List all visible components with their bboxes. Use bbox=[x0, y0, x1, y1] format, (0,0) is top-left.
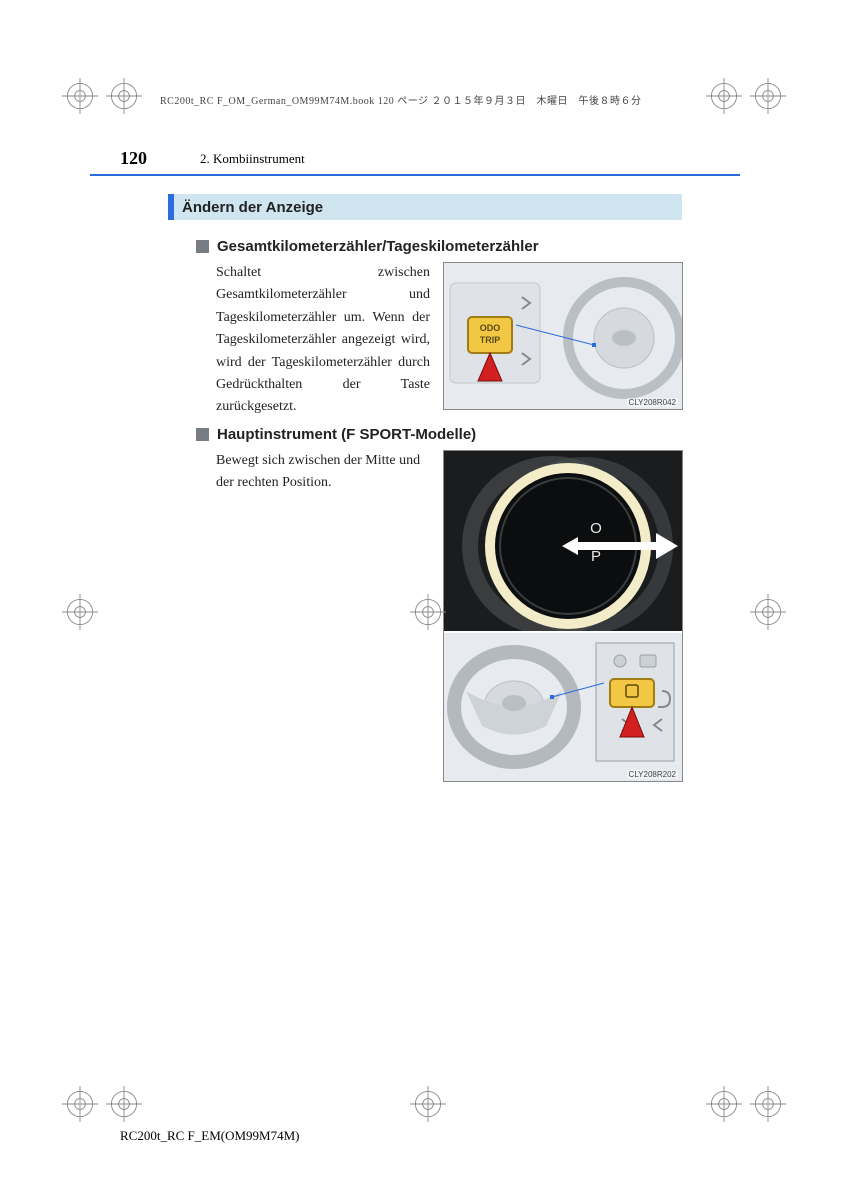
registration-mark-icon bbox=[106, 78, 142, 114]
registration-mark-icon bbox=[106, 1086, 142, 1122]
section-title: Ändern der Anzeige bbox=[168, 194, 682, 220]
header-rule bbox=[90, 174, 740, 176]
figure-fsport-gauge: O P bbox=[443, 450, 683, 782]
body-text-fsport: Bewegt sich zwischen der Mitte und der r… bbox=[216, 450, 430, 495]
registration-mark-icon bbox=[62, 594, 98, 630]
page: RC200t_RC F_OM_German_OM99M74M.book 120 … bbox=[0, 0, 848, 1200]
odo-trip-illustration: ODO TRIP bbox=[444, 263, 682, 409]
square-bullet-icon bbox=[196, 240, 209, 253]
figure-odo-trip: ODO TRIP CLY208R042 bbox=[443, 262, 683, 410]
registration-mark-icon bbox=[410, 1086, 446, 1122]
subsection-heading-label: Gesamtkilometerzähler/Tageskilometerzähl… bbox=[217, 238, 539, 255]
registration-mark-icon bbox=[706, 1086, 742, 1122]
figure-label: CLY208R202 bbox=[627, 770, 678, 779]
square-bullet-icon bbox=[196, 428, 209, 441]
section-title-label: Ändern der Anzeige bbox=[182, 199, 323, 216]
registration-mark-icon bbox=[62, 1086, 98, 1122]
body-text-odo: Schaltet zwischen Gesamtkilometerzähler … bbox=[216, 262, 430, 419]
fsport-illustration: O P bbox=[444, 451, 682, 781]
subsection-heading-fsport: Hauptinstrument (F SPORT-Modelle) bbox=[196, 426, 476, 443]
registration-mark-icon bbox=[750, 1086, 786, 1122]
figure-label: CLY208R042 bbox=[627, 398, 678, 407]
svg-text:O: O bbox=[590, 520, 602, 537]
registration-mark-icon bbox=[706, 78, 742, 114]
svg-text:TRIP: TRIP bbox=[480, 335, 501, 345]
registration-mark-icon bbox=[410, 594, 446, 630]
subsection-heading-odo: Gesamtkilometerzähler/Tageskilometerzähl… bbox=[196, 238, 539, 255]
page-number: 120 bbox=[120, 148, 147, 169]
subsection-heading-label: Hauptinstrument (F SPORT-Modelle) bbox=[217, 426, 476, 443]
svg-text:ODO: ODO bbox=[480, 323, 501, 333]
breadcrumb: 2. Kombiinstrument bbox=[200, 151, 305, 167]
registration-mark-icon bbox=[62, 78, 98, 114]
svg-text:P: P bbox=[591, 548, 601, 565]
footer-text: RC200t_RC F_EM(OM99M74M) bbox=[120, 1128, 300, 1144]
registration-mark-icon bbox=[750, 78, 786, 114]
registration-mark-icon bbox=[750, 594, 786, 630]
document-meta: RC200t_RC F_OM_German_OM99M74M.book 120 … bbox=[160, 92, 642, 107]
